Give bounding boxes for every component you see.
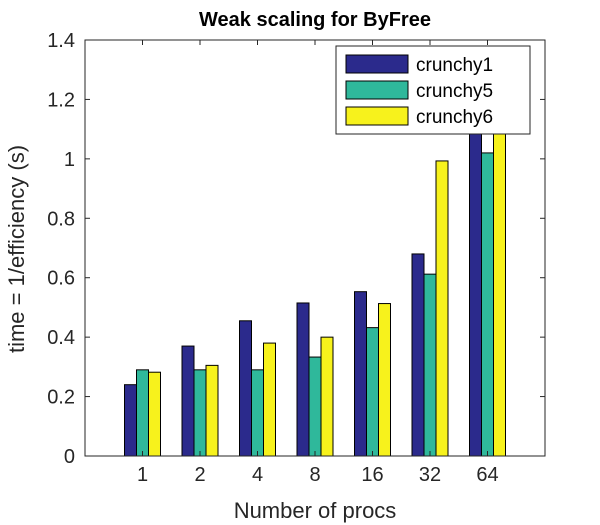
y-tick-label: 0.8 bbox=[47, 208, 75, 230]
y-tick-label: 0.4 bbox=[47, 327, 75, 349]
x-tick-label: 4 bbox=[252, 464, 263, 486]
bar-crunchy5-16 bbox=[366, 327, 379, 457]
bar-crunchy5-32 bbox=[423, 273, 437, 457]
x-axis-label: Number of procs bbox=[234, 498, 397, 523]
bar-crunchy6-1 bbox=[148, 371, 161, 457]
y-tick-label: 1 bbox=[64, 149, 75, 171]
bar-crunchy5-2 bbox=[193, 369, 207, 457]
bar-crunchy6-32 bbox=[435, 160, 449, 457]
bar-crunchy6-4 bbox=[263, 342, 276, 457]
bar-crunchy5-1 bbox=[136, 369, 149, 457]
x-tick-label: 32 bbox=[419, 464, 441, 486]
bar-crunchy1-32 bbox=[411, 253, 425, 457]
bar-crunchy1-16 bbox=[354, 291, 367, 457]
legend-swatch-crunchy1 bbox=[345, 54, 409, 74]
bar-crunchy6-8 bbox=[320, 336, 334, 457]
chart-title: Weak scaling for ByFree bbox=[199, 9, 431, 31]
axes: 0 0.2 0.4 0.6 0.8 1 1.2 1.4 1 2 4 8 16 32 64 bbox=[47, 30, 545, 486]
y-tick-label: 0 bbox=[64, 446, 75, 468]
x-tick-label: 16 bbox=[361, 464, 383, 486]
y-axis-label: time = 1/efficiency (s) bbox=[4, 145, 29, 353]
bar-crunchy6-2 bbox=[205, 364, 219, 457]
bar-crunchy5-8 bbox=[308, 356, 322, 457]
bar-crunchy5-4 bbox=[251, 369, 264, 457]
y-tick-label: 0.2 bbox=[47, 387, 75, 409]
legend: crunchy1 crunchy5 crunchy6 bbox=[335, 45, 531, 135]
y-tick-label: 0.6 bbox=[47, 268, 75, 290]
x-tick-label: 8 bbox=[309, 464, 320, 486]
bar-crunchy6-64 bbox=[493, 131, 506, 457]
bar-crunchy5-64 bbox=[481, 152, 494, 457]
bar-crunchy6-16 bbox=[378, 303, 391, 457]
legend-swatch-crunchy6 bbox=[345, 106, 409, 126]
y-tick-label: 1.2 bbox=[47, 89, 75, 111]
x-tick-label: 1 bbox=[137, 464, 148, 486]
legend-label-crunchy6: crunchy6 bbox=[416, 107, 493, 128]
legend-label-crunchy1: crunchy1 bbox=[416, 55, 493, 76]
bars bbox=[124, 131, 506, 457]
legend-swatch-crunchy5 bbox=[345, 80, 409, 100]
legend-label-crunchy5: crunchy5 bbox=[416, 81, 493, 102]
bar-crunchy1-64 bbox=[469, 131, 482, 457]
bar-crunchy1-2 bbox=[181, 345, 195, 457]
bar-crunchy1-1 bbox=[124, 384, 137, 457]
bar-crunchy1-4 bbox=[239, 320, 252, 457]
x-tick-label: 64 bbox=[476, 464, 498, 486]
bar-crunchy1-8 bbox=[296, 302, 310, 457]
y-tick-label: 1.4 bbox=[47, 30, 75, 52]
x-tick-label: 2 bbox=[194, 464, 205, 486]
